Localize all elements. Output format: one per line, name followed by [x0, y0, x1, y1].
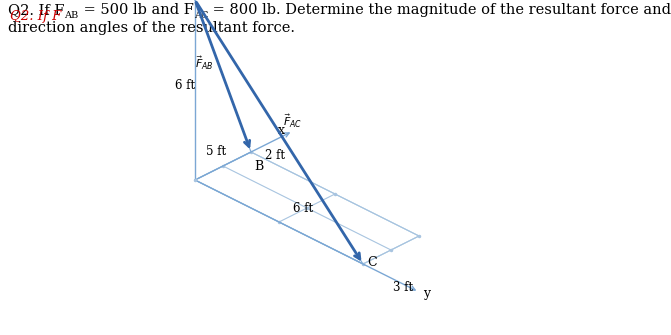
Text: Q2. If F: Q2. If F — [10, 10, 62, 23]
Text: 5 ft: 5 ft — [206, 145, 226, 158]
Text: = 800 lb. Determine the magnitude of the resultant force and the coordinate: = 800 lb. Determine the magnitude of the… — [208, 3, 671, 17]
Text: 2 ft: 2 ft — [265, 149, 285, 162]
Text: 6 ft: 6 ft — [293, 202, 313, 215]
Text: x: x — [278, 125, 285, 137]
Text: B: B — [254, 160, 263, 173]
Text: 3 ft: 3 ft — [393, 281, 413, 294]
Text: C: C — [367, 256, 376, 268]
Text: = 500 lb and F: = 500 lb and F — [79, 3, 194, 17]
Text: $\vec{F}_{AB}$: $\vec{F}_{AB}$ — [195, 55, 213, 72]
Text: direction angles of the resultant force.: direction angles of the resultant force. — [8, 21, 295, 35]
Text: 6 ft: 6 ft — [175, 79, 195, 92]
Text: y: y — [423, 287, 430, 300]
Text: $\vec{F}_{AC}$: $\vec{F}_{AC}$ — [283, 113, 302, 130]
Text: Q2. If F: Q2. If F — [8, 3, 64, 17]
Text: AC: AC — [194, 10, 208, 19]
Text: AB: AB — [64, 10, 79, 19]
